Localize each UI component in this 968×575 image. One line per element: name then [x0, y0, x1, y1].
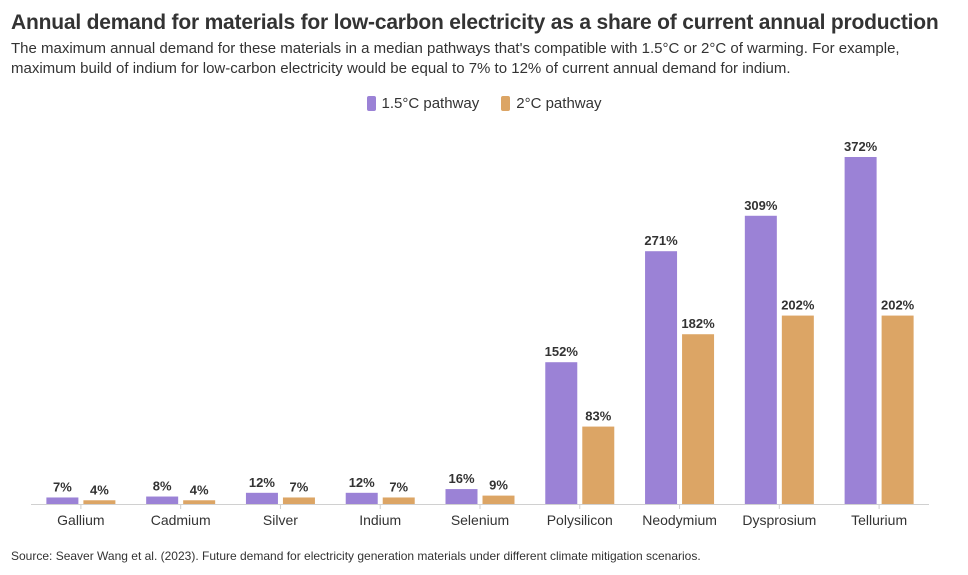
x-tick-label-gallium: Gallium [57, 512, 104, 528]
data-label-1-5c-gallium: 7% [53, 479, 72, 494]
bar-1-5c-tellurium [844, 157, 877, 504]
legend-label-2c: 2°C pathway [516, 95, 602, 112]
data-label-2c-selenium: 9% [489, 478, 508, 493]
bar-2c-indium [382, 497, 415, 504]
bar-1-5c-cadmium [146, 496, 179, 504]
x-tick-label-neodymium: Neodymium [642, 512, 717, 528]
data-label-2c-dysprosium: 202% [781, 298, 815, 313]
bar-chart: 7% 4% Gallium 8% 4% Cadmium 12% 7% Silver 12% 7% In… [31, 139, 929, 528]
data-label-1-5c-silver: 12% [249, 475, 275, 490]
x-tick-label-silver: Silver [263, 512, 298, 528]
bar-1-5c-neodymium [645, 251, 678, 504]
x-tick-label-cadmium: Cadmium [151, 512, 211, 528]
data-label-1-5c-polysilicon: 152% [545, 344, 579, 359]
x-tick-label-tellurium: Tellurium [851, 512, 907, 528]
bar-1-5c-selenium [445, 489, 478, 504]
data-label-2c-tellurium: 202% [881, 298, 915, 313]
bar-2c-tellurium [881, 315, 914, 504]
legend-swatch-2c [501, 96, 511, 111]
legend-swatch-1-5c [366, 96, 376, 111]
bar-1-5c-gallium [46, 497, 79, 504]
data-label-2c-polysilicon: 83% [585, 409, 611, 424]
x-tick-label-polysilicon: Polysilicon [547, 512, 613, 528]
bar-2c-polysilicon [582, 426, 615, 504]
bar-2c-neodymium [682, 334, 715, 504]
data-label-1-5c-dysprosium: 309% [744, 198, 778, 213]
bar-2c-cadmium [183, 500, 216, 504]
data-label-1-5c-neodymium: 271% [644, 233, 678, 248]
data-label-2c-cadmium: 4% [190, 482, 209, 497]
source-note: Source: Seaver Wang et al. (2023). Futur… [11, 549, 701, 563]
data-label-2c-indium: 7% [389, 479, 408, 494]
chart-subtitle: The maximum annual demand for these mate… [11, 40, 900, 77]
bar-2c-silver [282, 497, 315, 504]
legend-item-2c: 2°C pathway [501, 95, 601, 112]
data-label-1-5c-indium: 12% [349, 475, 375, 490]
legend-label-1-5c: 1.5°C pathway [381, 95, 480, 112]
bar-1-5c-polysilicon [545, 362, 578, 504]
data-label-1-5c-tellurium: 372% [844, 139, 878, 154]
legend-item-1-5c: 1.5°C pathway [366, 95, 480, 112]
chart-legend: 1.5°C pathway 2°C pathway [0, 95, 968, 112]
x-tick-label-dysprosium: Dysprosium [742, 512, 816, 528]
x-tick-label-selenium: Selenium [451, 512, 509, 528]
chart-title: Annual demand for materials for low-carb… [11, 11, 939, 34]
data-label-2c-neodymium: 182% [681, 316, 715, 331]
bar-2c-dysprosium [781, 315, 814, 504]
data-label-2c-silver: 7% [290, 479, 309, 494]
data-label-1-5c-cadmium: 8% [153, 479, 172, 494]
x-tick-label-indium: Indium [359, 512, 401, 528]
bar-1-5c-indium [345, 492, 378, 504]
bar-1-5c-dysprosium [744, 215, 777, 505]
data-label-1-5c-selenium: 16% [448, 471, 474, 486]
bar-2c-gallium [83, 500, 116, 504]
bar-1-5c-silver [245, 492, 278, 504]
data-label-2c-gallium: 4% [90, 482, 109, 497]
bar-2c-selenium [482, 495, 515, 504]
